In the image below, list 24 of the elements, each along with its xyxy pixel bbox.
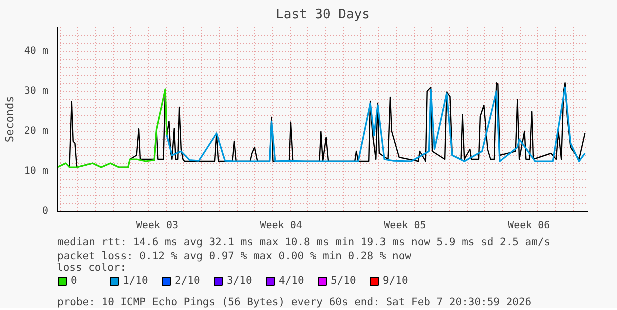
legend-title: loss color:	[57, 262, 128, 274]
text: packet loss: 0.12 % avg 0.97 % max 0.00 % min 0.28 % now	[58, 250, 412, 262]
y-tick-label: 10 m	[24, 166, 49, 177]
line-series	[58, 88, 168, 168]
y-tick-label: 20 m	[24, 126, 49, 137]
legend-label: 4/10	[279, 275, 306, 287]
y-tick-label: 30 m	[24, 86, 49, 97]
y-tick-label: 0	[42, 206, 49, 217]
text: probe: 10 ICMP Echo Pings (56 Bytes) every 60s end: Sat Feb 7 20:30:59 2026	[58, 296, 532, 308]
legend-label: 3/10	[227, 275, 254, 287]
chart-title: Last 30 Days	[276, 8, 370, 22]
x-tick-label: Week 03	[136, 220, 179, 232]
legend-label: 2/10	[175, 275, 202, 287]
y-tick-label: 40 m	[24, 46, 49, 57]
legend-label: 1/10	[123, 275, 150, 287]
x-tick-label: Week 05	[384, 220, 426, 232]
text: median rtt: 14.6 ms avg 32.1 ms max 10.8 ms min 19.3 ms now 5.9 ms sd 2.5 am/s	[58, 236, 551, 248]
legend-label: 9/10	[383, 275, 410, 287]
y-axis-title: Seconds	[3, 96, 16, 143]
x-tick-label: Week 06	[508, 220, 550, 232]
legend-label: 0	[71, 275, 78, 287]
x-tick-label: Week 04	[260, 220, 302, 232]
legend-label: 5/10	[331, 275, 358, 287]
line-series	[166, 86, 586, 162]
